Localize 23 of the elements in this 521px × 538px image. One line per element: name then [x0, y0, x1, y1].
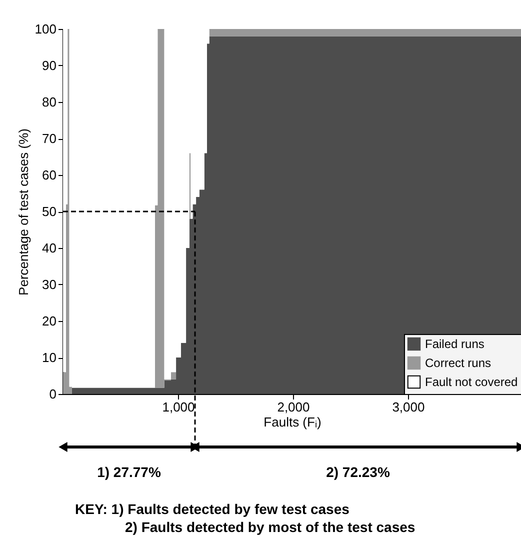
- y-tick-label: 40: [42, 240, 56, 256]
- legend-label: Fault not covered: [425, 375, 518, 389]
- text: 2) Faults detected by most of the test cases: [125, 519, 416, 535]
- x-tick-label: 2,000: [277, 400, 310, 414]
- y-tick-label: 30: [42, 277, 56, 292]
- x-tick-label: 3,000: [392, 400, 425, 414]
- text: 1) 27.77%: [97, 464, 162, 480]
- y-axis-title: Percentage of test cases (%): [16, 128, 31, 296]
- y-tick-label: 50: [42, 204, 56, 219]
- text: KEY: 1) Faults detected by few test cases: [75, 501, 350, 517]
- legend-label: Correct runs: [425, 356, 492, 370]
- y-tick-label: 10: [42, 350, 56, 365]
- legend-label: Failed runs: [425, 337, 484, 351]
- y-tick-label: 70: [42, 131, 56, 146]
- text: 2) 72.23%: [326, 464, 390, 480]
- y-tick-label: 20: [42, 314, 56, 328]
- x-axis-title: Faults (Fᵢ): [264, 414, 322, 430]
- y-tick-label: 100: [34, 22, 56, 36]
- y-tick-label: 90: [42, 58, 56, 73]
- y-tick-label: 60: [42, 168, 56, 182]
- x-tick-label: 1,000: [162, 400, 195, 414]
- y-tick-label: 80: [42, 94, 56, 110]
- y-tick-label: 0: [49, 386, 56, 402]
